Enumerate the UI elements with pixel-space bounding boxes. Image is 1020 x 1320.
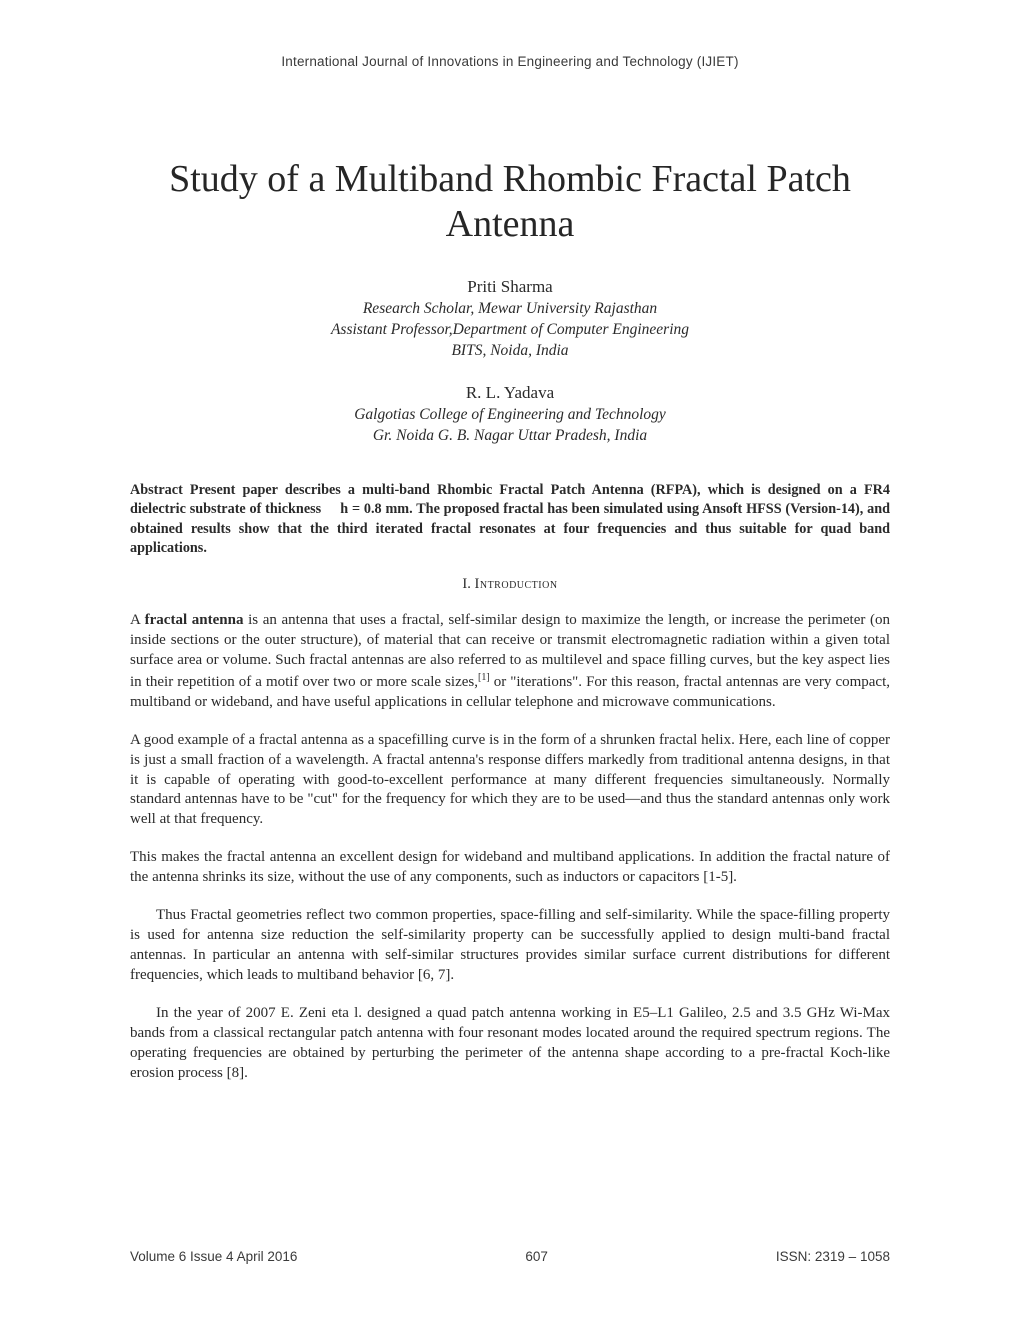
author-name: Priti Sharma <box>130 277 890 297</box>
paragraph: In the year of 2007 E. Zeni eta l. desig… <box>130 1004 890 1084</box>
title-line-2: Antenna <box>446 203 575 245</box>
abstract-text: Abstract Present paper describes a multi… <box>130 482 890 556</box>
citation-superscript: [1] <box>478 672 490 683</box>
paper-title: Study of a Multiband Rhombic Fractal Pat… <box>130 157 890 247</box>
running-footer: Volume 6 Issue 4 April 2016 607 ISSN: 23… <box>130 1249 890 1264</box>
author-block-2: R. L. Yadava Galgotias College of Engine… <box>130 383 890 447</box>
abstract: Abstract Present paper describes a multi… <box>130 481 890 558</box>
footer-left: Volume 6 Issue 4 April 2016 <box>130 1249 297 1264</box>
paragraph: Thus Fractal geometries reflect two comm… <box>130 906 890 986</box>
author-block-1: Priti Sharma Research Scholar, Mewar Uni… <box>130 277 890 362</box>
page: International Journal of Innovations in … <box>0 0 1020 1320</box>
body-text: Thus Fractal geometries reflect two comm… <box>130 907 890 983</box>
body-text: A <box>130 612 145 628</box>
body-text: This makes the fractal antenna an excell… <box>130 849 890 885</box>
body-text: A good example of a fractal antenna as a… <box>130 732 890 828</box>
paragraph: This makes the fractal antenna an excell… <box>130 848 890 888</box>
author-affiliation: Gr. Noida G. B. Nagar Uttar Pradesh, Ind… <box>130 426 890 447</box>
paragraph: A fractal antenna is an antenna that use… <box>130 611 890 713</box>
author-affiliation: Galgotias College of Engineering and Tec… <box>130 405 890 426</box>
author-affiliation: Assistant Professor,Department of Comput… <box>130 320 890 341</box>
running-header: International Journal of Innovations in … <box>130 54 890 69</box>
paragraph: A good example of a fractal antenna as a… <box>130 731 890 831</box>
body-text: In the year of 2007 E. Zeni eta l. desig… <box>130 1005 890 1081</box>
section-number: I. <box>462 576 470 592</box>
section-label: Introduction <box>475 576 558 592</box>
bold-term: fractal antenna <box>145 612 244 628</box>
author-affiliation: BITS, Noida, India <box>130 341 890 362</box>
footer-right: ISSN: 2319 – 1058 <box>776 1249 890 1264</box>
author-name: R. L. Yadava <box>130 383 890 403</box>
author-affiliation: Research Scholar, Mewar University Rajas… <box>130 299 890 320</box>
page-number: 607 <box>525 1249 548 1264</box>
journal-name: International Journal of Innovations in … <box>281 54 738 69</box>
title-line-1: Study of a Multiband Rhombic Fractal Pat… <box>169 158 851 200</box>
section-heading: I. Introduction <box>130 576 890 593</box>
